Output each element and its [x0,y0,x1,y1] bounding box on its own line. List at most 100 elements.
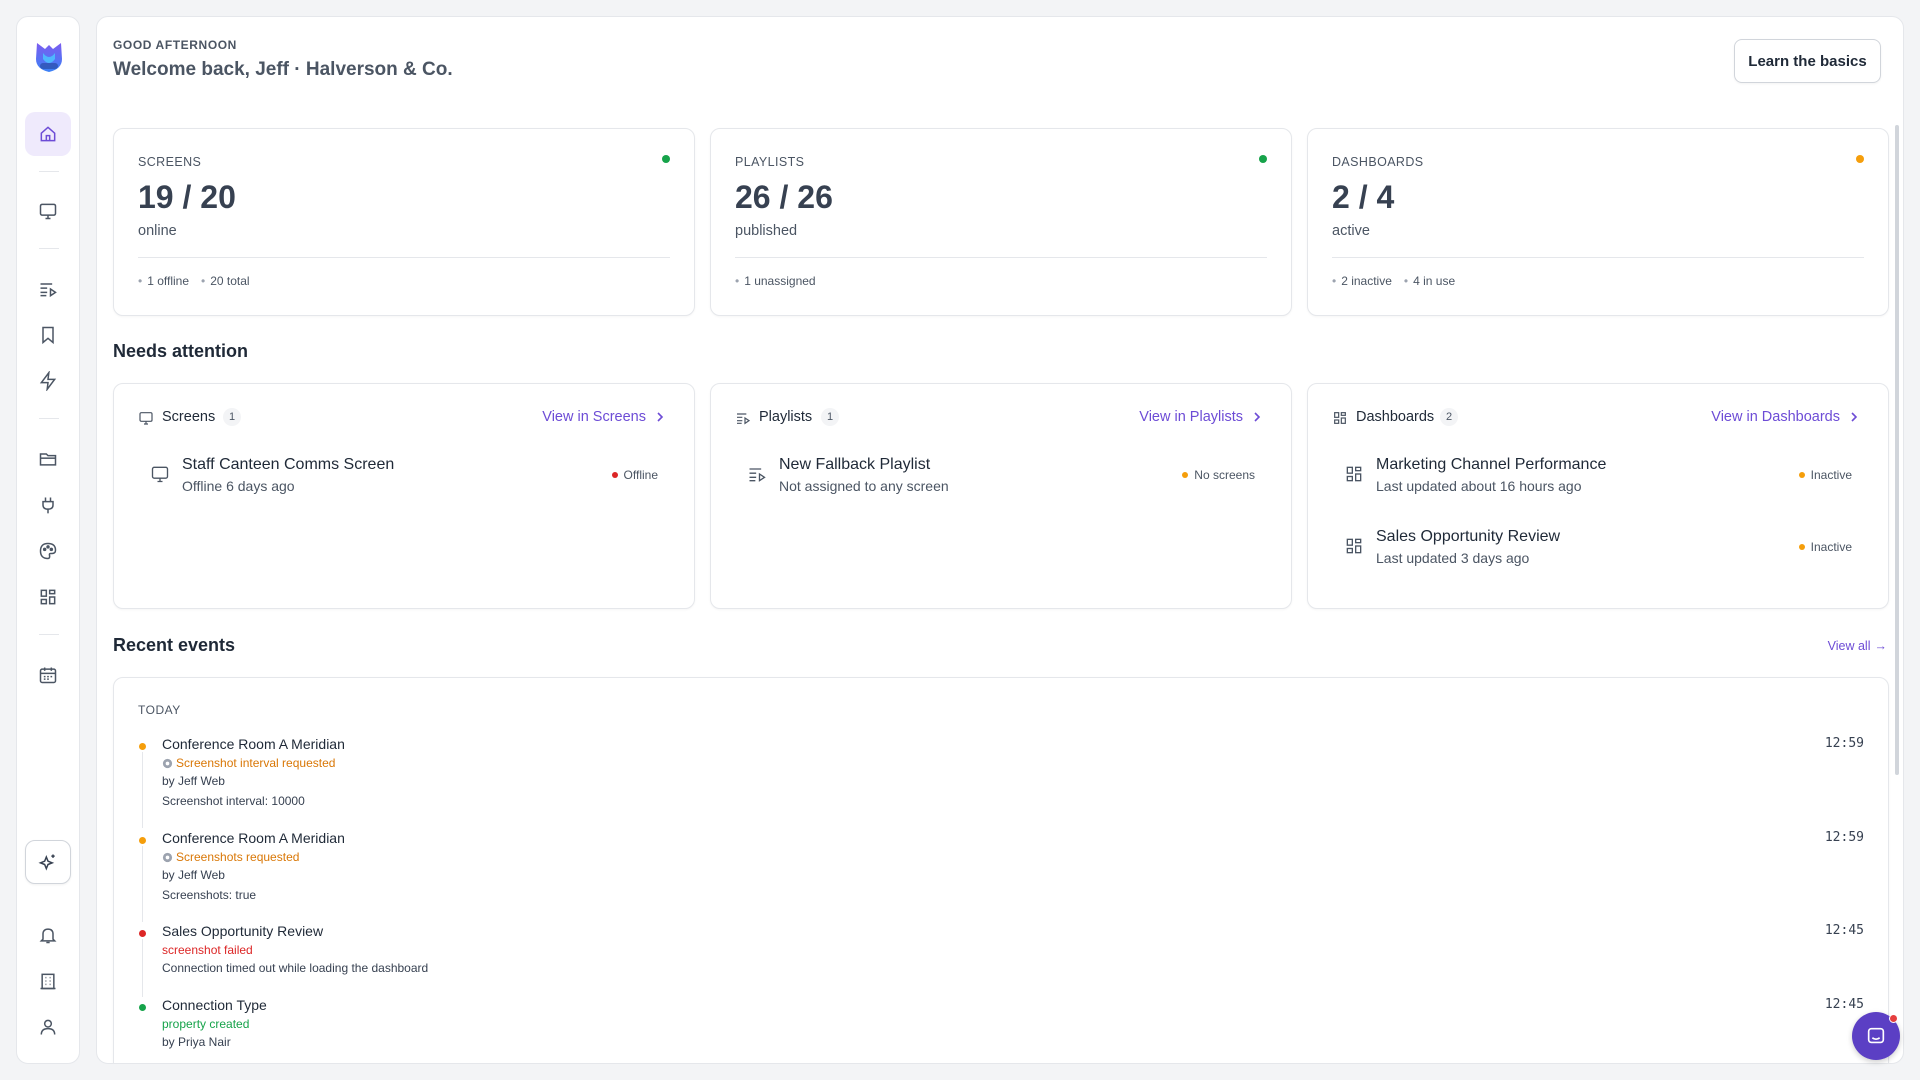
stat-meta-item: 2 inactive [1332,274,1392,288]
monitor-icon [138,410,154,426]
user-icon[interactable] [25,1005,71,1049]
attention-item-desc: Not assigned to any screen [779,478,949,494]
stat-value: 26 / 26 [735,179,833,215]
view-link-label: View in Playlists [1139,409,1243,425]
dashboard-grid-icon[interactable] [25,575,71,619]
stat-meta-item: 1 offline [138,274,189,288]
attention-item-title: Marketing Channel Performance [1376,456,1607,473]
dashboard-grid-icon [1332,410,1348,426]
status-dot [1798,472,1805,478]
chat-support-button[interactable] [1852,1012,1900,1060]
view-link-label: View in Dashboards [1711,409,1840,425]
attention-item[interactable]: Marketing Channel Performance Last updat… [1344,456,1852,500]
status-dot [1259,155,1267,163]
building-icon[interactable] [25,959,71,1003]
view-in-playlists-link[interactable]: View in Playlists [1139,409,1263,425]
event-action-text: property created [162,1017,250,1031]
status-badge: Inactive [1798,540,1852,554]
stat-value: 2 / 4 [1332,179,1395,215]
stat-meta: 1 offline 20 total [138,274,249,288]
divider [1332,257,1864,258]
attention-item-desc: Last updated about 16 hours ago [1376,478,1582,494]
event-action-text: screenshot failed [162,943,253,957]
gear-icon [162,852,173,862]
bell-icon[interactable] [25,913,71,957]
attention-item[interactable]: New Fallback Playlist Not assigned to an… [747,456,1255,500]
event-time: 12:45 [1824,997,1864,1012]
sidebar-divider [39,418,59,419]
event-item[interactable]: Connection Type property created by Priy… [138,997,1864,1057]
palette-icon[interactable] [25,529,71,573]
count-badge: 1 [821,408,839,426]
timeline-line [142,846,143,922]
lightning-icon[interactable] [25,359,71,403]
attention-item[interactable]: Staff Canteen Comms Screen Offline 6 day… [150,456,658,500]
folder-icon[interactable] [25,437,71,481]
bookmark-icon[interactable] [25,313,71,357]
view-in-dashboards-link[interactable]: View in Dashboards [1711,409,1860,425]
plug-icon[interactable] [25,483,71,527]
dashboard-grid-icon [1344,464,1364,484]
count-badge: 1 [223,408,241,426]
attention-item[interactable]: Sales Opportunity Review Last updated 3 … [1344,528,1852,572]
event-detail: Screenshot interval: 10000 [162,794,305,808]
event-title: Conference Room A Meridian [162,736,345,752]
event-action: screenshot failed [162,943,253,957]
event-dot [139,837,146,844]
greeting-kicker: GOOD AFTERNOON [113,38,237,52]
attention-item-title: Sales Opportunity Review [1376,528,1561,545]
stat-meta: 2 inactive 4 in use [1332,274,1455,288]
view-in-screens-link[interactable]: View in Screens [542,409,666,425]
status-badge: Inactive [1798,468,1852,482]
attention-card-label: Playlists [759,409,813,425]
divider [735,257,1267,258]
sparkles-icon[interactable] [25,840,71,884]
status-text: No screens [1194,468,1255,482]
event-detail: by Jeff Web [162,774,225,788]
learn-basics-button[interactable]: Learn the basics [1734,39,1881,83]
event-time: 12:45 [1824,923,1864,938]
attention-item-title: Staff Canteen Comms Screen [182,456,395,473]
count-badge: 2 [1440,408,1458,426]
chevron-right-icon [1851,412,1858,422]
stat-label: SCREENS [138,155,202,169]
notification-badge [1889,1014,1898,1023]
playlist-icon[interactable] [25,267,71,311]
event-time: 12:59 [1824,830,1864,845]
event-item[interactable]: Conference Room A Meridian Screenshot in… [138,736,1864,828]
view-link-label: View in Screens [542,409,646,425]
status-dot [1798,544,1805,550]
page-title: Welcome back, Jeff · Halverson & Co. [113,59,453,80]
event-item[interactable]: Sales Opportunity Review screenshot fail… [138,923,1864,997]
status-text: Offline [623,468,658,482]
stat-card-screens[interactable]: SCREENS 19 / 20 online 1 offline 20 tota… [113,128,695,316]
stat-card-dashboards[interactable]: DASHBOARDS 2 / 4 active 2 inactive 4 in … [1307,128,1889,316]
stat-value: 19 / 20 [138,179,236,215]
event-action-text: Screenshots requested [176,850,300,864]
attention-card-label: Dashboards [1356,409,1435,425]
monitor-icon [150,464,170,484]
stat-sub: published [735,223,798,239]
stat-meta-item: 20 total [201,274,249,288]
timeline-line [142,752,143,828]
attention-item-desc: Offline 6 days ago [182,478,295,494]
events-group-label: TODAY [138,703,181,717]
stat-meta: 1 unassigned [735,274,815,288]
monitor-icon[interactable] [25,189,71,233]
chevron-right-icon [1254,412,1261,422]
attention-item-desc: Last updated 3 days ago [1376,550,1530,566]
event-item[interactable]: Conference Room A Meridian Screenshots r… [138,830,1864,922]
stat-meta-item: 4 in use [1404,274,1455,288]
stat-card-playlists[interactable]: PLAYLISTS 26 / 26 published 1 unassigned [710,128,1292,316]
section-title-needs-attention: Needs attention [113,341,249,361]
event-dot [139,930,146,937]
view-all-link[interactable]: View all → [1828,639,1887,653]
brand-logo[interactable] [31,37,67,75]
scrollbar[interactable] [1895,125,1899,775]
recent-events-card: TODAY Conference Room A Meridian Screens… [113,677,1889,1063]
calendar-icon[interactable] [25,653,71,697]
status-text: Inactive [1810,540,1852,554]
home-icon[interactable] [25,112,71,156]
status-badge: No screens [1182,468,1255,482]
event-action: Screenshot interval requested [162,756,335,770]
